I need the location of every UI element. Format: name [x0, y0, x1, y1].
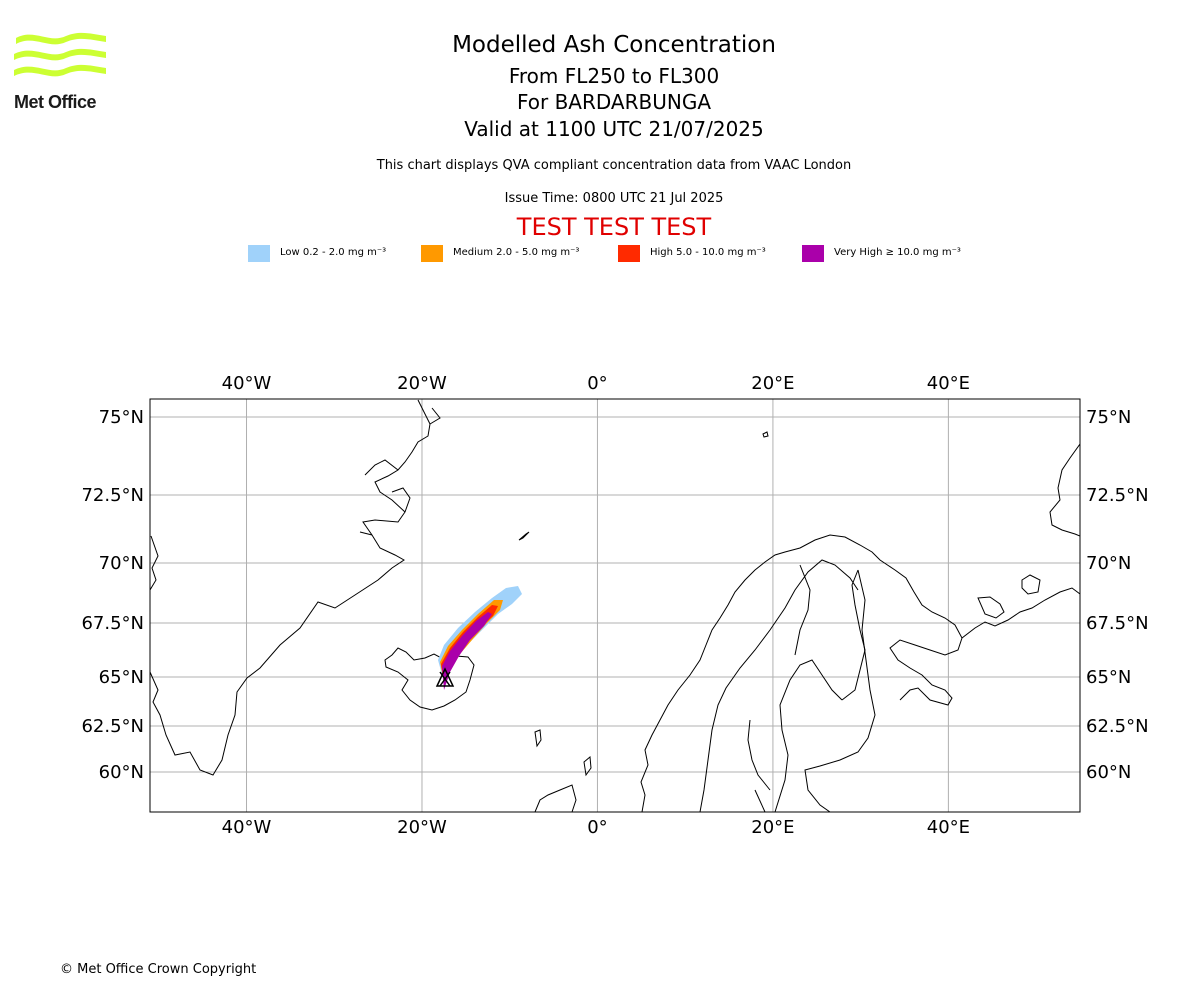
lat-tick-label-right: 65°N	[1086, 667, 1131, 688]
lat-tick-label-right: 70°N	[1086, 553, 1131, 574]
coastlines	[150, 399, 1080, 812]
lon-tick-label-bottom: 0°	[587, 817, 607, 838]
lon-tick-label-bottom: 40°W	[222, 817, 272, 838]
lat-tick-label-left: 67.5°N	[81, 613, 144, 634]
norway-coast	[640, 534, 963, 812]
iceland-coast	[384, 647, 475, 711]
logo-text: Met Office	[14, 92, 97, 112]
lon-tick-label-bottom: 20°E	[751, 817, 794, 838]
ash-plume-very-high	[442, 612, 492, 690]
greenland-coast	[150, 399, 431, 776]
kola-coast	[889, 637, 963, 706]
legend-label-high: High 5.0 - 10.0 mg m⁻³	[650, 247, 766, 258]
greenland-fjords	[359, 407, 441, 536]
legend-swatch-high	[618, 245, 640, 262]
lon-tick-label-top: 20°W	[397, 373, 447, 394]
lat-tick-label-left: 75°N	[99, 407, 144, 428]
faroe-islands-coast	[534, 729, 542, 748]
lon-tick-label-top: 0°	[587, 373, 607, 394]
lat-tick-label-right: 62.5°N	[1086, 716, 1149, 737]
met-office-logo: Met Office	[14, 30, 106, 112]
legend-swatch-low	[248, 245, 270, 262]
copyright-notice: © Met Office Crown Copyright	[60, 962, 257, 977]
chart-title: Modelled Ash Concentration	[452, 32, 776, 58]
scotland-coast	[534, 784, 577, 812]
ash-plume-low	[438, 586, 522, 682]
chart-description: This chart displays QVA compliant concen…	[376, 158, 852, 173]
white-sea-coast	[961, 587, 1080, 639]
legend-label-low: Low 0.2 - 2.0 mg m⁻³	[280, 247, 387, 258]
lon-tick-label-bottom: 20°W	[397, 817, 447, 838]
map-frame	[149, 398, 1081, 813]
lat-tick-label-left: 65°N	[99, 667, 144, 688]
met-office-wave-icon	[14, 32, 106, 77]
issue-time: Issue Time: 0800 UTC 21 Jul 2025	[504, 191, 724, 206]
legend-swatch-very-high	[802, 245, 824, 262]
lat-tick-label-right: 75°N	[1086, 407, 1131, 428]
sweden-coast	[774, 659, 843, 812]
ash-plume	[438, 586, 522, 690]
test-banner: TEST TEST TEST	[516, 213, 712, 241]
finland-russia-border	[804, 569, 876, 812]
flight-level-range: From FL250 to FL300	[508, 64, 720, 88]
lon-tick-label-top: 20°E	[751, 373, 794, 394]
lat-tick-label-left: 72.5°N	[81, 485, 144, 506]
volcano-marker-icon	[435, 667, 455, 687]
map-tick-labels: 40°W 40°W 20°W 20°W 0° 0° 20°E 20°E 40°E 40°E 75°N…	[81, 373, 1148, 838]
baltic-coast	[747, 719, 771, 812]
finland-coast	[841, 569, 866, 701]
lon-tick-label-top: 40°E	[927, 373, 970, 394]
lat-tick-label-left: 70°N	[99, 553, 144, 574]
lat-tick-label-right: 67.5°N	[1086, 613, 1149, 634]
volcano-name: For BARDARBUNGA	[516, 90, 712, 114]
legend-label-very-high: Very High ≥ 10.0 mg m⁻³	[834, 247, 961, 258]
kanin-coast	[977, 596, 1005, 619]
valid-time: Valid at 1100 UTC 21/07/2025	[464, 117, 764, 141]
lon-tick-label-bottom: 40°E	[927, 817, 970, 838]
legend-label-medium: Medium 2.0 - 5.0 mg m⁻³	[453, 247, 580, 258]
kolguyev-coast	[1021, 574, 1041, 595]
jan-mayen-coast	[518, 531, 530, 541]
sweden-finland-border	[794, 564, 811, 656]
shetland-coast	[583, 756, 592, 777]
lat-tick-label-right: 60°N	[1086, 762, 1131, 783]
lat-tick-label-left: 60°N	[99, 762, 144, 783]
norway-sweden-border	[699, 559, 859, 812]
lat-tick-label-left: 62.5°N	[81, 716, 144, 737]
map-gridlines	[150, 399, 1080, 812]
lat-tick-label-right: 72.5°N	[1086, 485, 1149, 506]
bear-island-coast	[762, 431, 769, 438]
lon-tick-label-top: 40°W	[222, 373, 272, 394]
legend-swatch-medium	[421, 245, 443, 262]
novaya-zemlya-coast	[1049, 443, 1080, 537]
